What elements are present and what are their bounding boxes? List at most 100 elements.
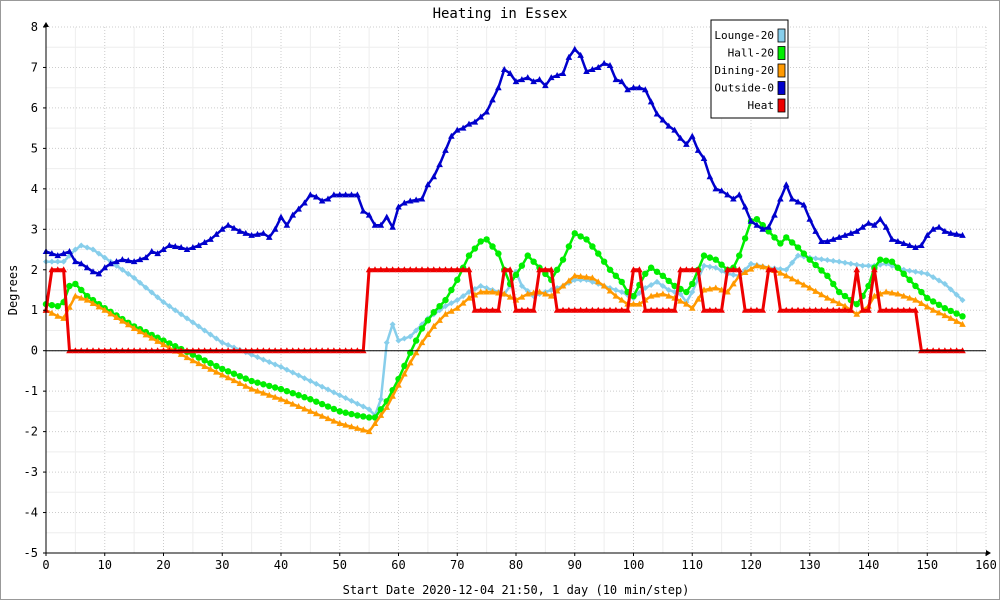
data-point-hall-20 (888, 258, 896, 265)
data-point-dining-20 (829, 297, 837, 304)
data-point-lounge-20 (959, 297, 966, 304)
data-point-outside-0 (518, 76, 526, 83)
data-point-outside-0 (389, 223, 396, 230)
data-point-lounge-20 (677, 291, 684, 298)
data-point-hall-20 (753, 215, 761, 223)
data-point-dining-20 (659, 290, 667, 297)
data-point-dining-20 (583, 273, 590, 280)
data-point-heat (671, 306, 678, 313)
data-point-dining-20 (377, 411, 385, 418)
data-point-outside-0 (630, 84, 637, 91)
data-point-lounge-20 (84, 244, 91, 251)
data-point-lounge-20 (460, 293, 467, 300)
data-point-lounge-20 (54, 258, 61, 265)
data-point-dining-20 (124, 321, 132, 328)
x-tick-label: 90 (568, 558, 582, 572)
data-point-outside-0 (771, 211, 778, 218)
data-point-dining-20 (101, 306, 109, 313)
data-point-dining-20 (835, 299, 843, 306)
data-point-hall-20 (195, 354, 202, 361)
data-point-heat (577, 306, 584, 313)
data-point-hall-20 (835, 288, 843, 296)
data-point-dining-20 (800, 281, 808, 288)
data-point-dining-20 (330, 417, 338, 424)
data-point-lounge-20 (454, 297, 461, 304)
data-point-lounge-20 (278, 363, 284, 370)
data-point-hall-20 (530, 258, 537, 265)
x-axis-arrow (986, 550, 991, 556)
data-point-lounge-20 (783, 266, 790, 273)
data-point-hall-20 (736, 252, 743, 259)
data-point-dining-20 (107, 310, 114, 317)
x-tick-label: 10 (98, 558, 112, 572)
data-point-dining-20 (283, 398, 291, 405)
data-point-outside-0 (107, 260, 114, 267)
data-point-outside-0 (536, 76, 543, 83)
x-tick-label: 60 (391, 558, 405, 572)
data-point-dining-20 (741, 268, 749, 275)
data-point-dining-20 (724, 288, 731, 295)
data-point-outside-0 (818, 237, 825, 244)
data-point-lounge-20 (95, 250, 102, 257)
data-point-dining-20 (312, 410, 320, 417)
data-point-lounge-20 (172, 307, 179, 314)
data-point-heat (741, 306, 749, 313)
data-point-outside-0 (888, 235, 896, 242)
data-point-dining-20 (154, 337, 161, 344)
data-point-heat (636, 266, 643, 273)
data-point-heat (665, 306, 673, 313)
y-tick-label: -5 (24, 546, 38, 560)
data-point-outside-0 (60, 250, 67, 257)
data-point-heat (583, 306, 590, 313)
data-point-dining-20 (207, 365, 214, 372)
data-point-lounge-20 (119, 266, 126, 273)
data-point-hall-20 (318, 400, 326, 408)
x-tick-label: 120 (740, 558, 762, 572)
data-point-heat (624, 306, 631, 313)
data-point-hall-20 (583, 236, 590, 243)
data-point-lounge-20 (953, 291, 960, 298)
data-point-hall-20 (947, 307, 954, 315)
data-point-hall-20 (918, 288, 925, 296)
data-point-dining-20 (694, 295, 702, 302)
data-point-hall-20 (324, 403, 332, 410)
y-tick-label: 1 (31, 303, 38, 317)
data-point-heat (465, 266, 473, 273)
data-point-dining-20 (359, 426, 367, 433)
data-point-lounge-20 (830, 257, 837, 264)
data-point-outside-0 (953, 230, 960, 237)
data-point-outside-0 (183, 246, 191, 253)
data-point-outside-0 (289, 211, 297, 218)
data-point-hall-20 (266, 382, 273, 390)
x-tick-label: 150 (916, 558, 938, 572)
data-point-outside-0 (671, 126, 678, 133)
data-point-dining-20 (113, 314, 120, 321)
x-tick-label: 100 (623, 558, 645, 572)
data-point-hall-20 (647, 264, 655, 271)
data-point-lounge-20 (847, 260, 854, 267)
data-point-hall-20 (213, 362, 220, 370)
data-point-outside-0 (154, 250, 161, 257)
data-point-outside-0 (859, 223, 866, 230)
data-point-outside-0 (383, 213, 391, 220)
data-point-hall-20 (571, 230, 578, 237)
data-point-heat (618, 306, 626, 313)
data-point-lounge-20 (448, 300, 455, 307)
data-point-hall-20 (812, 261, 819, 269)
data-point-lounge-20 (648, 281, 655, 288)
data-point-hall-20 (418, 325, 426, 332)
data-point-outside-0 (260, 229, 267, 236)
x-tick-label: 0 (42, 558, 49, 572)
data-point-dining-20 (547, 292, 555, 299)
data-point-heat (812, 306, 819, 313)
data-point-heat (906, 306, 913, 313)
data-point-outside-0 (959, 231, 966, 238)
data-point-outside-0 (254, 230, 261, 237)
data-point-outside-0 (277, 213, 285, 220)
y-tick-label: 4 (31, 182, 38, 196)
data-point-outside-0 (242, 229, 250, 236)
data-point-dining-20 (318, 412, 326, 419)
data-point-lounge-20 (72, 246, 79, 253)
data-point-hall-20 (66, 282, 73, 290)
